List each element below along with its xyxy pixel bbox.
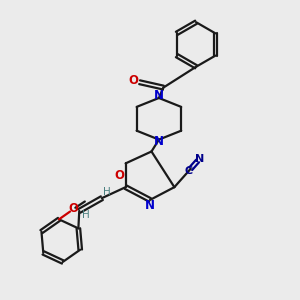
Text: N: N — [154, 89, 164, 102]
Text: H: H — [82, 210, 90, 220]
Text: O: O — [68, 202, 78, 215]
Text: N: N — [145, 200, 155, 212]
Text: N: N — [195, 154, 205, 164]
Text: N: N — [154, 136, 164, 148]
Text: O: O — [114, 169, 124, 182]
Text: H: H — [103, 187, 111, 197]
Text: C: C — [184, 166, 192, 176]
Text: O: O — [128, 74, 138, 87]
